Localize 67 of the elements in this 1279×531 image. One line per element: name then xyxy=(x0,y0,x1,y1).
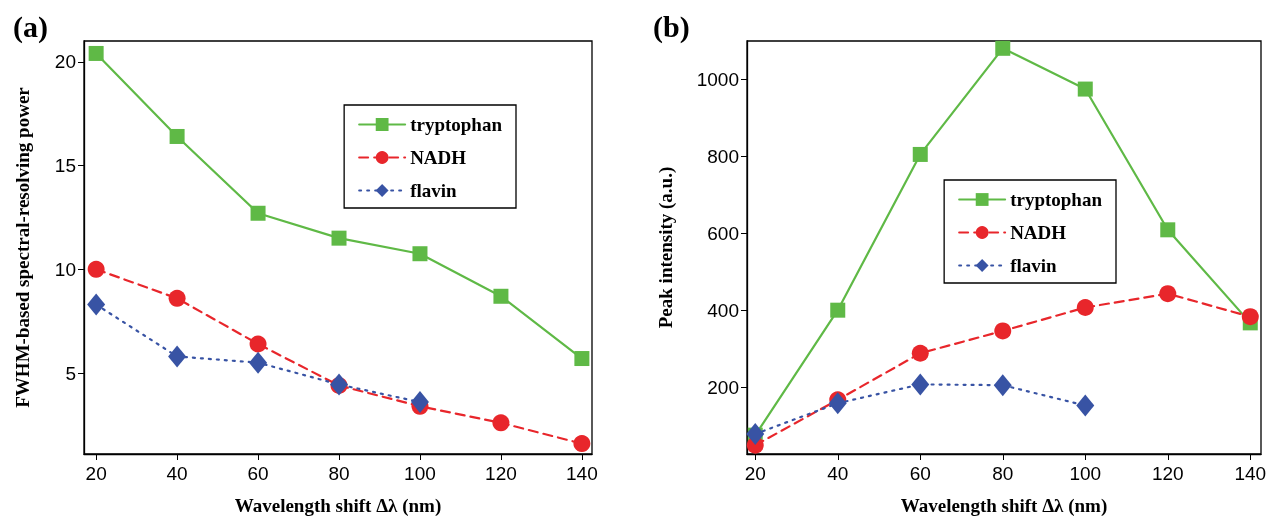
x-tick-label: 80 xyxy=(328,463,350,484)
x-tick-label: 40 xyxy=(166,463,188,484)
y-tick-label: 20 xyxy=(54,51,76,73)
point xyxy=(1077,81,1093,97)
x-tick-label: 140 xyxy=(566,463,598,484)
legend-label: flavin xyxy=(1010,255,1058,276)
point xyxy=(87,260,105,278)
point xyxy=(88,45,104,61)
point xyxy=(746,423,765,445)
x-tick-label: 60 xyxy=(247,463,269,484)
point xyxy=(249,351,268,374)
point xyxy=(993,374,1012,397)
point xyxy=(168,289,186,307)
y-tick-label: 600 xyxy=(707,222,739,244)
point xyxy=(828,392,847,415)
point xyxy=(330,373,349,396)
x-tick-label: 20 xyxy=(85,463,107,484)
chart-title: (b) xyxy=(653,9,690,44)
chart-title: (a) xyxy=(13,9,48,44)
point xyxy=(249,335,267,353)
point xyxy=(1160,222,1176,238)
x-tick-label: 140 xyxy=(1234,463,1267,484)
x-tick-label: 120 xyxy=(1151,463,1184,484)
legend-label: NADH xyxy=(1010,222,1067,243)
y-tick-label: 800 xyxy=(707,145,739,167)
legend-label: flavin xyxy=(410,180,458,201)
y-tick-label: 5 xyxy=(65,362,76,384)
point xyxy=(995,40,1011,56)
legend-label: NADH xyxy=(410,147,467,168)
x-tick-label: 60 xyxy=(909,463,931,484)
y-tick-label: 10 xyxy=(54,258,76,280)
point xyxy=(911,373,930,396)
y-tick-label: 200 xyxy=(707,376,739,398)
point xyxy=(830,302,846,318)
x-axis-title: Wavelength shift Δλ (nm) xyxy=(900,495,1108,517)
x-axis-title: Wavelength shift Δλ (nm) xyxy=(234,495,442,517)
point xyxy=(168,345,187,368)
y-tick-label: 400 xyxy=(707,299,739,321)
legend-label: tryptophan xyxy=(410,114,503,135)
point xyxy=(1076,298,1094,316)
point xyxy=(1241,308,1259,326)
point xyxy=(87,293,106,316)
point xyxy=(1076,394,1095,417)
y-tick-label: 1000 xyxy=(696,68,739,90)
point xyxy=(250,205,266,221)
x-tick-label: 100 xyxy=(404,463,436,484)
point xyxy=(410,391,429,414)
legend-label: tryptophan xyxy=(1010,189,1103,210)
point xyxy=(911,344,929,362)
x-tick-label: 40 xyxy=(827,463,849,484)
y-axis-title: FWHM-based spectral-resolving power xyxy=(12,86,33,408)
x-tick-label: 100 xyxy=(1069,463,1102,484)
point xyxy=(492,414,510,432)
point xyxy=(412,246,428,262)
x-tick-label: 20 xyxy=(744,463,766,484)
point xyxy=(573,435,591,453)
x-tick-label: 80 xyxy=(992,463,1014,484)
y-axis-title: Peak intensity (a.u.) xyxy=(655,166,677,329)
point xyxy=(994,322,1012,340)
point xyxy=(1159,285,1177,303)
point xyxy=(493,288,509,304)
point xyxy=(574,351,590,367)
x-tick-label: 120 xyxy=(485,463,517,484)
point xyxy=(331,230,347,246)
point xyxy=(912,146,928,162)
y-tick-label: 15 xyxy=(54,155,76,177)
point xyxy=(169,128,185,144)
